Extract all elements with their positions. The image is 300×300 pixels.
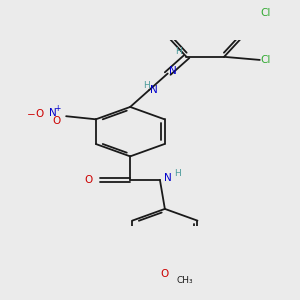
Text: H: H <box>144 81 150 90</box>
Text: −: − <box>27 110 36 120</box>
Text: N: N <box>150 85 158 95</box>
Text: H: H <box>175 47 182 56</box>
Text: O: O <box>84 175 93 185</box>
Text: O: O <box>161 269 169 279</box>
Text: N: N <box>169 66 176 76</box>
Text: O: O <box>52 116 60 126</box>
Text: H: H <box>174 169 181 178</box>
Text: CH₃: CH₃ <box>176 276 193 285</box>
Text: Cl: Cl <box>260 8 271 18</box>
Text: N: N <box>50 108 57 118</box>
Text: O: O <box>35 110 44 119</box>
Text: +: + <box>54 104 60 113</box>
Text: Cl: Cl <box>260 55 271 65</box>
Text: N: N <box>164 173 172 183</box>
